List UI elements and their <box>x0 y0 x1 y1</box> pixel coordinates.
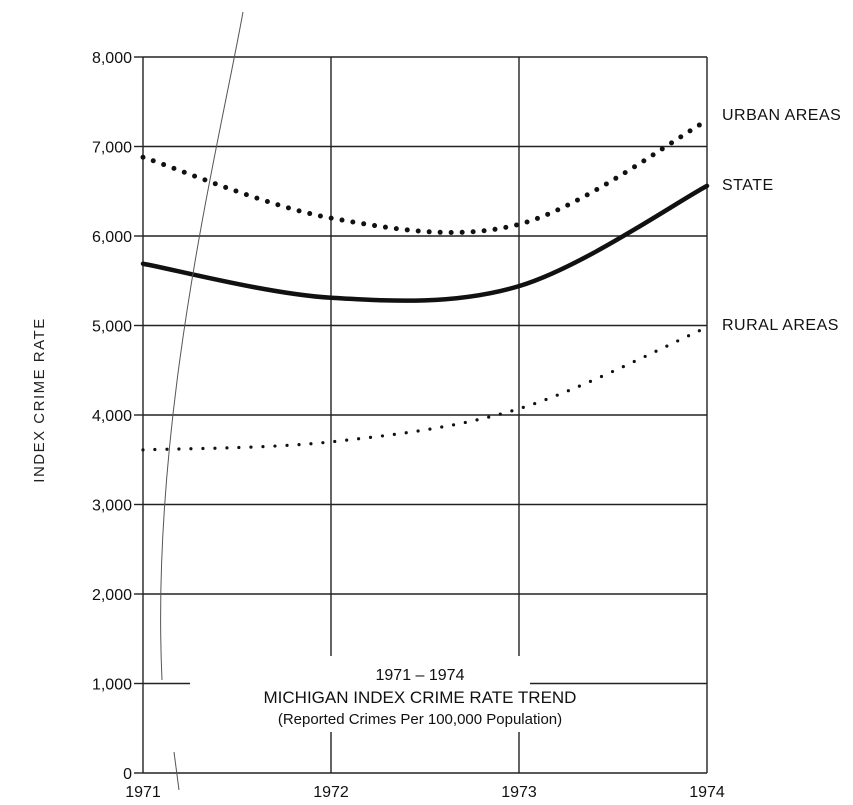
stray-line-scan-artifact <box>160 11 244 681</box>
series-label-urban-areas: URBAN AREAS <box>722 107 841 124</box>
y-tick-label: 2,000 <box>92 587 132 604</box>
x-tick-label: 1973 <box>501 784 537 801</box>
chart-subtitle: (Reported Crimes Per 100,000 Population) <box>278 711 562 728</box>
chart-title: MICHIGAN INDEX CRIME RATE TREND <box>264 688 577 707</box>
y-tick-label: 6,000 <box>92 229 132 246</box>
y-tick-label: 8,000 <box>92 50 132 67</box>
y-tick-label: 5,000 <box>92 319 132 336</box>
x-tick-label: 1974 <box>689 784 725 801</box>
y-tick-label: 3,000 <box>92 498 132 515</box>
series-line-state <box>140 183 710 303</box>
series-line-rural-areas <box>141 325 709 452</box>
grid <box>134 56 708 774</box>
y-tick-label: 7,000 <box>92 140 132 157</box>
series-line-urban-areas <box>140 118 710 235</box>
y-tick-label: 0 <box>123 766 132 783</box>
y-tick-label: 1,000 <box>92 677 132 694</box>
x-tick-label: 1972 <box>313 784 349 801</box>
y-tick-label: 4,000 <box>92 408 132 425</box>
tick-labels: 0 1,000 2,000 3,000 4,000 5,000 6,000 7,000 8,00… <box>92 50 725 801</box>
series-lines <box>140 118 710 452</box>
stray-line-scan-artifact-lower <box>173 751 180 791</box>
series-label-state: STATE <box>722 177 774 194</box>
series-labels: URBAN AREAS STATE RURAL AREAS <box>722 107 841 334</box>
title-backdrop <box>190 656 530 732</box>
y-axis-label: INDEX CRIME RATE <box>31 317 48 482</box>
chart-title-years: 1971 – 1974 <box>376 667 465 684</box>
x-tick-label: 1971 <box>125 784 161 801</box>
series-label-rural-areas: RURAL AREAS <box>722 317 839 334</box>
